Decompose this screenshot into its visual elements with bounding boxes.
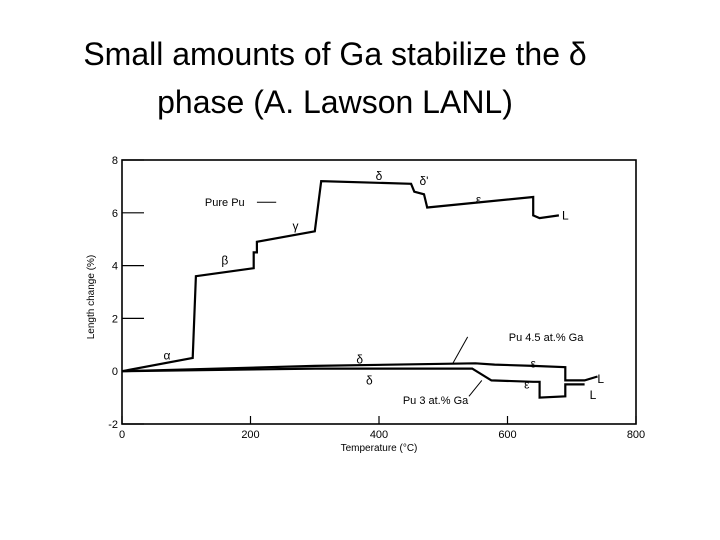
phase-label: δ <box>366 373 373 387</box>
phase-label: δ <box>376 169 383 183</box>
series-label: Pu 4.5 at.% Ga <box>509 332 584 344</box>
x-tick-label: 0 <box>119 429 125 441</box>
x-tick-label: 800 <box>627 429 645 441</box>
series-label: Pu 3 at.% Ga <box>403 395 469 407</box>
y-tick-label: -2 <box>108 419 118 431</box>
phase-label: L <box>597 372 604 386</box>
plot-frame <box>121 159 637 425</box>
y-tick-label: 2 <box>112 313 118 325</box>
y-tick-label: 8 <box>112 155 118 167</box>
x-tick-label: 200 <box>241 429 259 441</box>
y-axis-label: Length change (%) <box>86 255 97 340</box>
series-label: Pure Pu <box>205 197 245 209</box>
slide-title: Small amounts of Ga stabilize the δ phas… <box>0 30 670 126</box>
phase-label: ε <box>524 377 530 391</box>
phase-label: δ <box>356 352 363 366</box>
y-tick-label: 0 <box>112 366 118 378</box>
x-tick-label: 600 <box>498 429 516 441</box>
phase-label: β <box>221 253 228 267</box>
phase-label: L <box>590 388 597 402</box>
slide-title-line-1: Small amounts of Ga stabilize the δ <box>83 36 587 72</box>
phase-label: δ' <box>419 174 428 188</box>
phase-label: γ <box>292 219 298 233</box>
series-line-pu-4-5-ga <box>121 362 598 382</box>
phase-label: L <box>562 208 569 222</box>
label-leader-line <box>468 380 483 397</box>
y-tick-label: 4 <box>112 261 118 273</box>
label-leader-line <box>452 336 469 364</box>
series-line-pu-3-ga <box>121 367 585 399</box>
series-line-pure-pu <box>121 179 560 373</box>
y-tick-label: 6 <box>112 208 118 220</box>
phase-label: ε <box>531 356 537 370</box>
x-tick-label: 400 <box>370 429 388 441</box>
phase-label: α <box>164 348 171 362</box>
x-axis-label: Temperature (°C) <box>341 443 418 454</box>
slide-title-line-2: phase (A. Lawson LANL) <box>157 84 513 120</box>
phase-label: ε <box>476 193 482 207</box>
